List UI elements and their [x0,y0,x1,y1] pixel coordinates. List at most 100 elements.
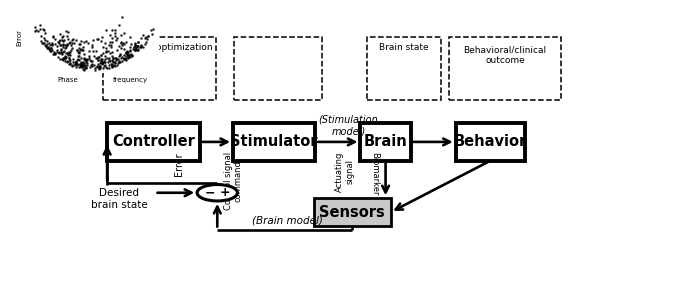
Point [94,65,105,69]
Point [49,51,60,55]
Point [72,62,83,67]
Point [106,64,117,69]
Point [60,46,71,51]
Point [111,58,122,63]
Point [123,53,134,57]
Point [118,41,129,46]
Point [74,50,85,55]
Point [133,47,144,52]
Point [88,62,99,67]
Point [66,64,77,68]
Point [132,44,142,48]
Point [97,51,108,56]
Text: +: + [220,186,230,199]
Point [78,52,89,56]
Point [58,37,69,42]
Point [45,46,56,51]
Point [121,52,132,56]
Point [112,60,123,65]
Text: Brain state: Brain state [379,44,429,53]
Point [65,50,76,54]
Point [133,44,144,48]
Point [80,66,91,71]
Text: Sensors: Sensors [319,205,385,220]
Point [119,57,129,61]
Point [125,52,136,57]
Point [119,53,130,57]
Point [105,45,116,50]
Point [29,29,40,33]
Point [54,41,65,46]
Point [86,63,97,67]
Point [103,60,114,64]
Point [54,31,65,36]
Point [95,53,106,57]
Point [75,64,86,68]
Point [72,47,83,52]
Point [121,50,132,54]
Point [112,36,123,40]
Point [136,43,147,47]
Point [95,58,106,62]
Point [77,65,88,70]
Point [64,51,75,56]
Point [34,26,45,31]
Bar [234,37,322,100]
Point [82,58,93,62]
Point [97,66,108,71]
Point [42,46,53,51]
Point [86,59,97,64]
Point [110,31,121,35]
Point [145,28,156,32]
Point [42,46,53,50]
Point [71,37,82,42]
Point [89,53,100,58]
Point [58,56,68,61]
Point [47,41,58,46]
X-axis label: Phase: Phase [58,77,78,83]
Point [60,43,71,47]
Point [75,60,86,64]
Point [39,36,50,40]
Point [45,46,56,51]
Point [54,38,65,42]
Point [60,54,71,58]
Point [95,64,105,69]
Point [114,54,125,58]
Point [42,42,53,47]
Point [47,48,58,53]
Point [70,61,81,66]
Point [94,64,105,69]
Point [53,38,64,43]
Point [77,63,88,67]
Point [79,58,90,62]
Point [45,43,55,47]
Point [61,43,72,48]
Point [129,47,140,52]
Point [73,50,84,54]
Point [84,54,95,58]
Point [56,49,67,54]
Point [51,44,62,49]
Point [102,49,113,53]
Text: Behavioral/clinical
outcome: Behavioral/clinical outcome [464,46,547,65]
Point [80,58,91,62]
Point [30,28,41,33]
Point [49,50,60,54]
Point [127,47,138,51]
Point [72,58,83,62]
Point [116,46,127,50]
Point [131,48,142,53]
Point [61,29,72,33]
Point [125,51,136,56]
Point [132,44,142,48]
Point [36,39,47,43]
Point [87,64,98,68]
Point [62,60,73,65]
Point [104,65,115,70]
Point [78,48,89,52]
Point [49,37,60,41]
Point [97,62,108,66]
Point [121,49,132,54]
Point [74,63,85,67]
